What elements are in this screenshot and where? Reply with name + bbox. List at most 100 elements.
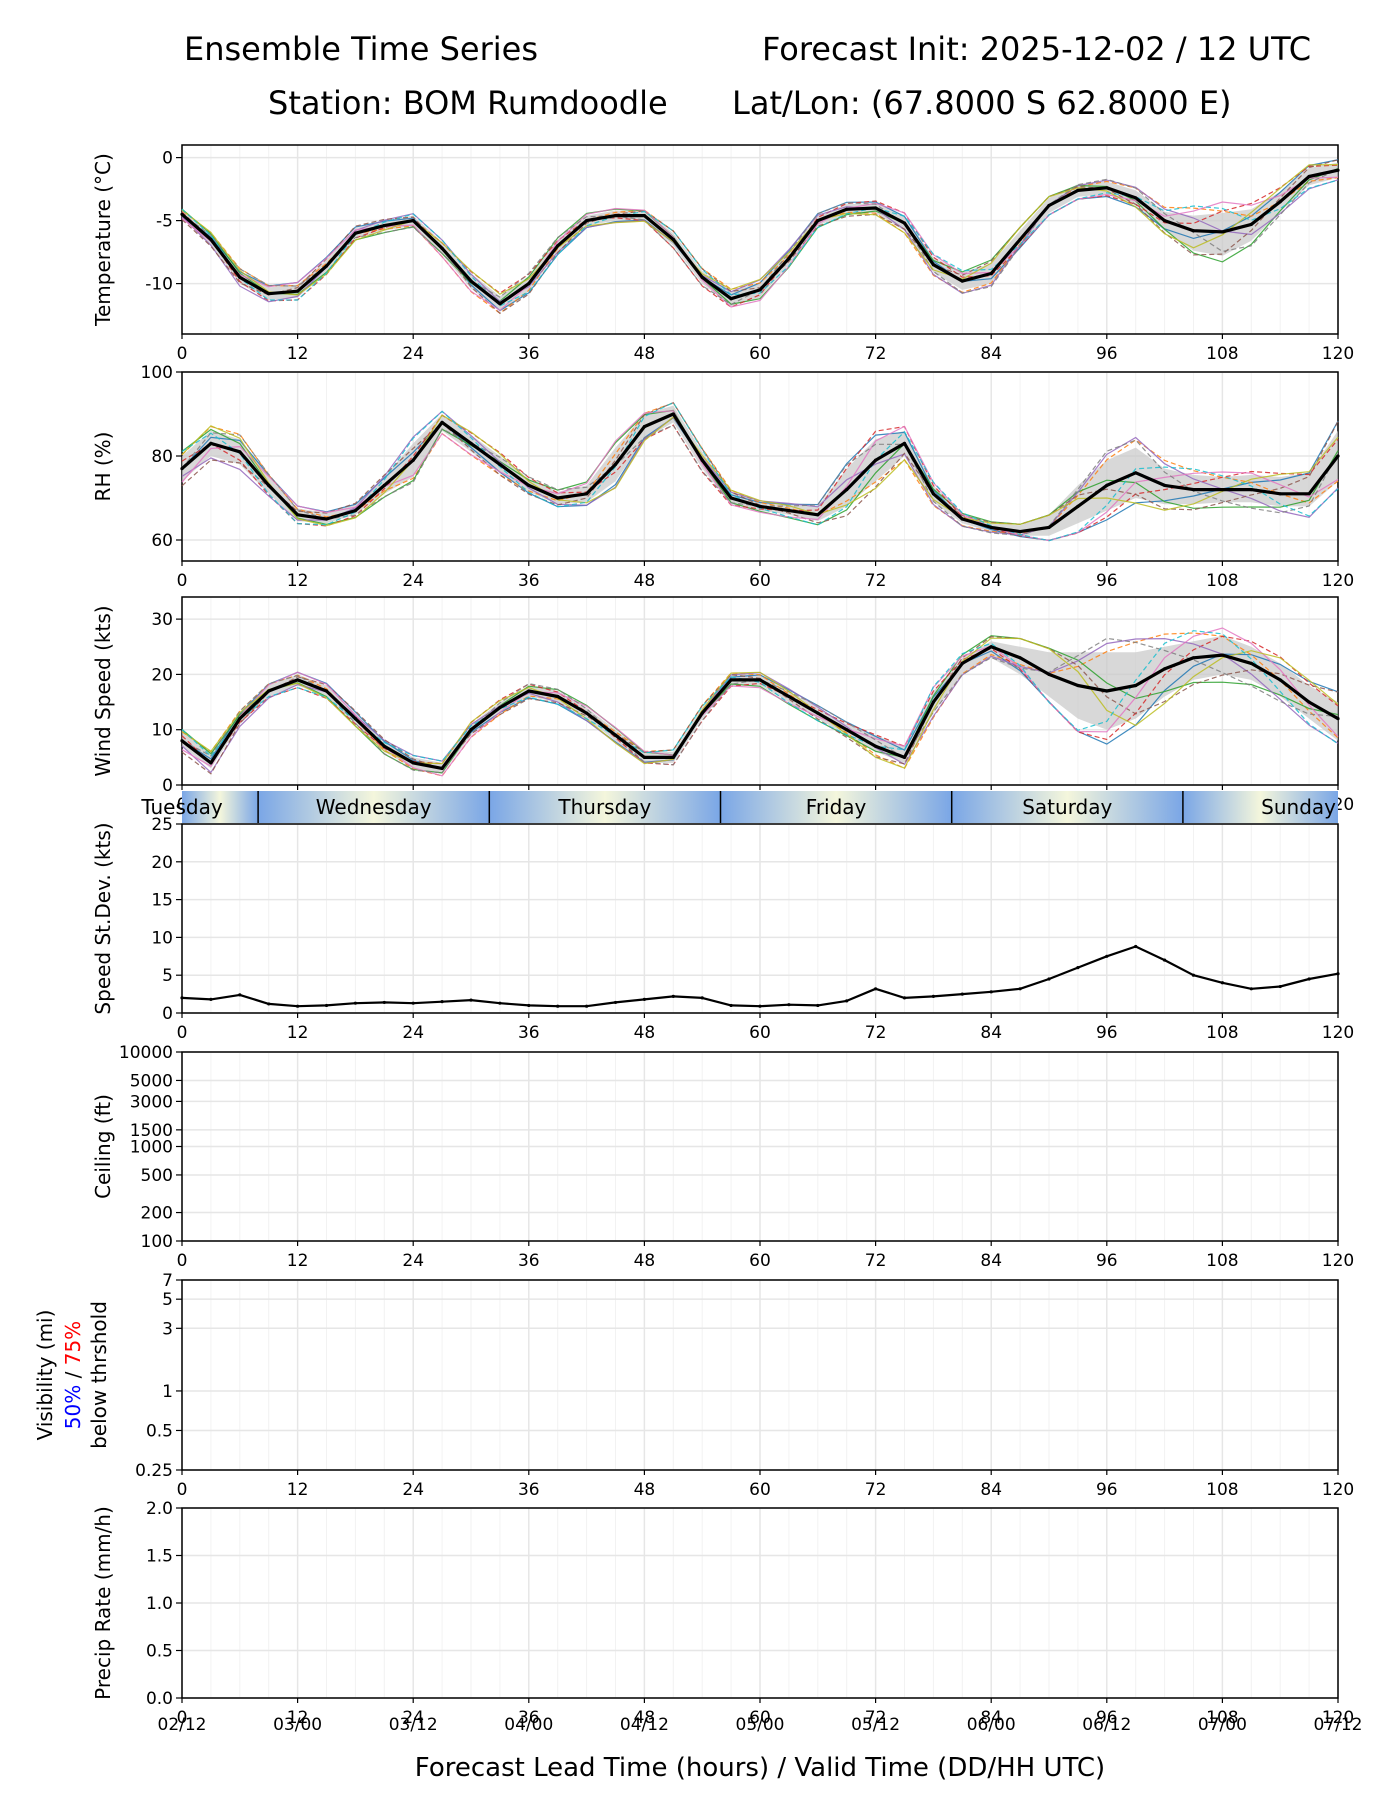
x-tick-label: 36 <box>518 344 540 364</box>
mean-data-point <box>758 288 762 292</box>
x-tick-label: 0 <box>177 1251 188 1271</box>
mean-data-point <box>642 213 647 218</box>
x-tick-label: 60 <box>749 571 771 591</box>
mean-data-point <box>585 1004 589 1008</box>
ensemble-member-line <box>181 414 1339 527</box>
mean-data-point <box>960 517 964 521</box>
y-tick-label: 10 <box>151 928 173 948</box>
x-tick-label: 60 <box>749 1708 771 1728</box>
mean-data-point <box>1163 219 1167 223</box>
mean-data-point <box>613 733 618 737</box>
date-tick-label: 03/12 <box>389 1715 438 1735</box>
visibility-axis-label: Visibility (mi) <box>33 1310 57 1441</box>
y-tick-label: 20 <box>151 853 173 873</box>
y-tick-label: 3000 <box>130 1092 173 1112</box>
mean-data-point <box>353 509 357 513</box>
mean-data-point <box>498 462 502 466</box>
date-tick-label: 05/00 <box>736 1715 785 1735</box>
mean-data-point <box>931 700 936 704</box>
mean-data-point <box>209 997 213 1001</box>
mean-data-point <box>931 492 936 496</box>
x-tick-label: 48 <box>634 344 656 364</box>
mean-data-point <box>671 755 675 759</box>
date-tick-label: 06/12 <box>1082 1715 1131 1735</box>
mean-data-point <box>1307 174 1311 179</box>
mean-data-point <box>296 678 300 682</box>
mean-data-point <box>816 711 820 715</box>
x-tick-label: 96 <box>1096 571 1118 591</box>
mean-data-point <box>613 1000 618 1005</box>
mean-data-point <box>267 1002 271 1006</box>
mean-data-point <box>527 282 531 286</box>
y-tick-label: 10 <box>151 721 173 741</box>
mean-data-point <box>1220 230 1224 234</box>
vis-75-label: 75% <box>61 1321 85 1365</box>
mean-data-point <box>1278 200 1282 204</box>
mean-data-point <box>556 244 560 248</box>
mean-data-point <box>1076 188 1080 192</box>
y-tick-label: 0.25 <box>135 1461 173 1481</box>
mean-data-point <box>642 755 647 759</box>
mean-data-point <box>1191 229 1196 233</box>
mean-data-point <box>1018 987 1022 991</box>
mean-data-point <box>1191 656 1196 660</box>
y-tick-label: 0 <box>162 1004 173 1024</box>
x-tick-label: 24 <box>402 344 424 364</box>
x-tick-label: 72 <box>865 344 887 364</box>
y-tick-label: 60 <box>151 531 173 551</box>
x-tick-label: 24 <box>402 571 424 591</box>
mean-data-point <box>527 1003 531 1008</box>
x-tick-label: 108 <box>1206 1708 1238 1728</box>
mean-data-point <box>585 219 589 223</box>
mean-data-point <box>180 739 184 743</box>
mean-data-point <box>324 689 329 693</box>
mean-data-point <box>989 990 993 994</box>
x-tick-label: 36 <box>518 571 540 591</box>
x-tick-label: 60 <box>749 1480 771 1500</box>
ensemble-member-line <box>181 424 1339 537</box>
mean-data-point <box>700 996 704 1000</box>
mean-data-point <box>498 705 502 710</box>
mean-data-point <box>238 717 242 721</box>
y-tick-label: 5 <box>162 966 173 986</box>
y-tick-label: -10 <box>145 275 173 295</box>
station-title: Station: BOM Rumdoodle <box>268 84 668 122</box>
x-tick-label: 0 <box>177 1023 188 1043</box>
mean-data-point <box>382 224 386 228</box>
y-axis-label: Wind Speed (kts) <box>91 605 115 776</box>
day-segment-tuesday <box>182 791 259 823</box>
mean-data-point <box>353 717 357 721</box>
day-label-tuesday: Tuesday <box>140 795 223 819</box>
mean-data-point <box>296 289 300 293</box>
mean-data-point <box>1278 678 1282 682</box>
mean-data-point <box>1018 237 1022 242</box>
x-tick-label: 120 <box>1322 1023 1354 1043</box>
ensemble-member-line <box>181 164 1339 308</box>
ensemble-spread-band <box>182 635 1338 774</box>
y-tick-label: 200 <box>141 1204 173 1224</box>
mean-data-point <box>209 237 213 242</box>
day-label-sunday: Sunday <box>1261 795 1336 819</box>
mean-data-point <box>440 766 444 771</box>
mean-data-point <box>1336 454 1340 458</box>
x-tick-label: 72 <box>865 571 887 591</box>
mean-data-point <box>787 1003 791 1007</box>
x-tick-label: 120 <box>1322 1251 1354 1271</box>
x-tick-label: 84 <box>980 344 1002 364</box>
latlon-title: Lat/Lon: (67.8000 S 62.8000 E) <box>732 84 1232 122</box>
day-label-wednesday: Wednesday <box>316 795 432 819</box>
visibility-threshold-label: 50% / 75% <box>61 1321 85 1429</box>
mean-data-point <box>1307 492 1311 496</box>
mean-data-point <box>874 458 878 462</box>
x-tick-label: 60 <box>749 1251 771 1271</box>
y-tick-label: 1500 <box>130 1121 173 1141</box>
mean-data-point <box>700 711 704 715</box>
mean-data-point <box>613 462 618 466</box>
mean-data-point <box>1336 972 1340 976</box>
mean-data-point <box>960 279 964 283</box>
y-tick-label: 7 <box>162 1271 173 1291</box>
mean-data-point <box>1105 689 1109 693</box>
day-segment-friday <box>720 791 952 823</box>
mean-data-point <box>1249 222 1253 226</box>
